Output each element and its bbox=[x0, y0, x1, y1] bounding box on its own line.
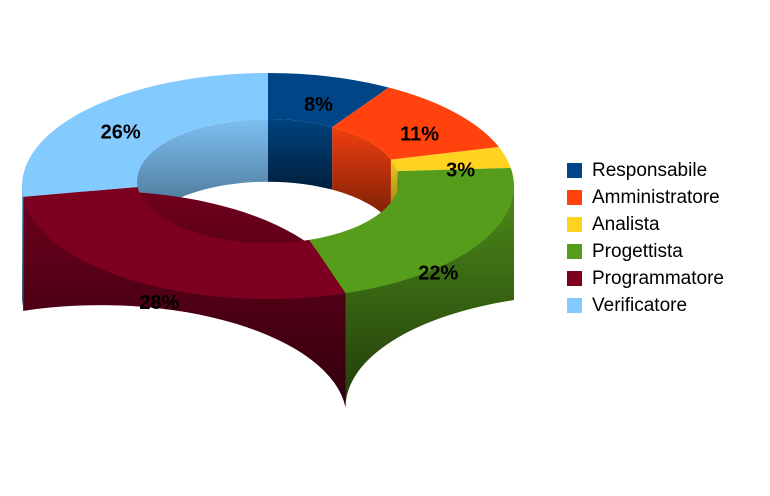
legend-label: Programmatore bbox=[592, 267, 724, 289]
legend-swatch bbox=[567, 217, 582, 232]
legend-label: Verificatore bbox=[592, 294, 688, 316]
legend-label: Analista bbox=[592, 213, 660, 235]
legend-item: Amministratore bbox=[567, 184, 724, 211]
legend-item: Progettista bbox=[567, 238, 724, 265]
legend-item: Responsabile bbox=[567, 157, 724, 184]
legend-swatch bbox=[567, 244, 582, 259]
inner-wall-shade bbox=[137, 119, 268, 244]
slice-analista bbox=[390, 146, 511, 172]
legend-swatch bbox=[567, 298, 582, 313]
legend: Responsabile Amministratore Analista Pro… bbox=[567, 157, 724, 319]
top-faces bbox=[22, 73, 515, 299]
data-label: 8% bbox=[304, 94, 333, 116]
slice-amministratore bbox=[332, 87, 499, 160]
legend-item: Analista bbox=[567, 211, 724, 238]
legend-label: Responsabile bbox=[592, 159, 708, 181]
slice-responsabile bbox=[268, 73, 389, 127]
legend-label: Amministratore bbox=[592, 186, 720, 208]
data-label: 3% bbox=[446, 160, 475, 182]
slice-verificatore bbox=[22, 73, 268, 197]
legend-item: Programmatore bbox=[567, 265, 724, 292]
inner-wall-shade bbox=[268, 119, 333, 190]
data-label: 11% bbox=[400, 124, 439, 146]
slice-programmatore bbox=[23, 186, 346, 299]
legend-swatch bbox=[567, 163, 582, 178]
legend-item: Verificatore bbox=[567, 292, 724, 319]
legend-swatch bbox=[567, 271, 582, 286]
slice-progettista bbox=[309, 167, 515, 294]
legend-swatch bbox=[567, 190, 582, 205]
inner-wall-shade bbox=[332, 126, 391, 223]
data-label: 22% bbox=[418, 263, 458, 285]
data-label: 26% bbox=[101, 121, 141, 143]
data-label: 28% bbox=[139, 292, 179, 314]
outer-wall-shade bbox=[22, 186, 24, 311]
legend-label: Progettista bbox=[592, 240, 683, 262]
data-labels: 8% 11% 3% 22% 28% 26% bbox=[101, 94, 476, 314]
